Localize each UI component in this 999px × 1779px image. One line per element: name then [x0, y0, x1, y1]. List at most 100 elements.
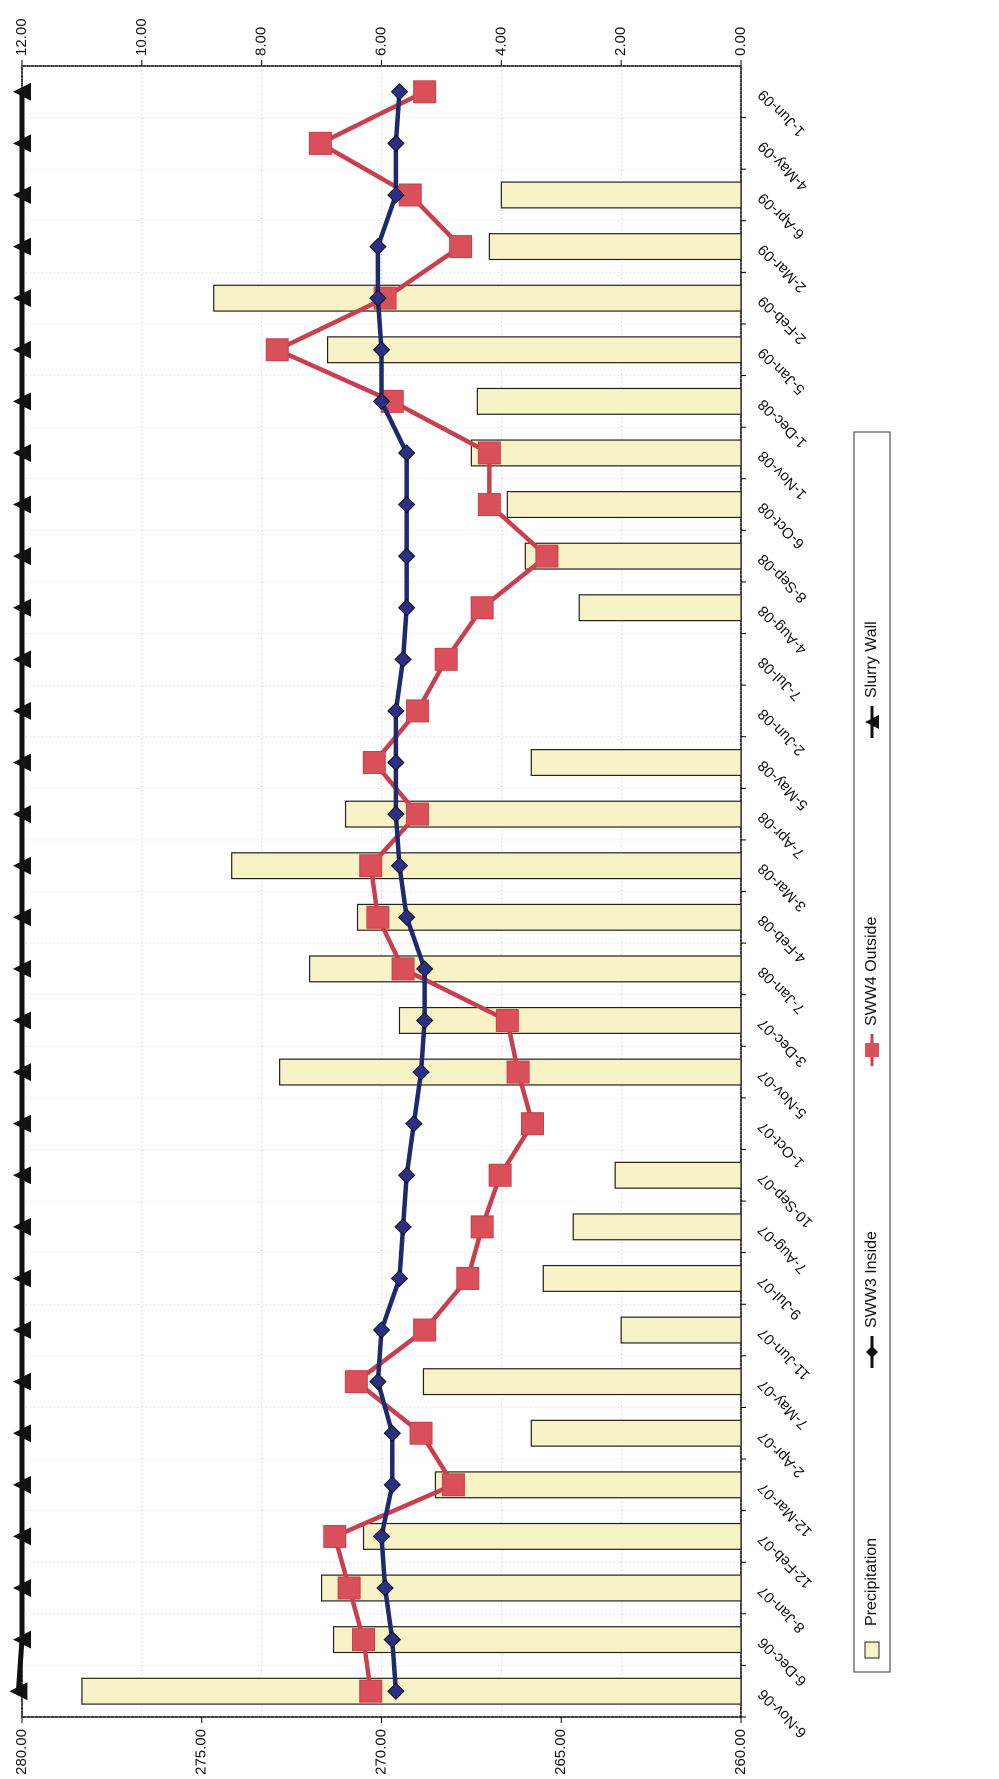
slurry-wall-point — [13, 1269, 31, 1288]
slurry-wall-point — [13, 1372, 31, 1391]
category-label: 2-Jun-08 — [755, 705, 809, 759]
category-label: 2-Apr-07 — [755, 1428, 808, 1481]
sww3-inside-point — [397, 908, 416, 927]
category-label: 1-Oct-07 — [755, 1118, 808, 1171]
precipitation-bar — [434, 1471, 742, 1499]
slurry-wall-point — [13, 340, 31, 359]
slurry-wall-point — [13, 959, 31, 978]
sww3-inside-point — [387, 134, 405, 153]
sww4-outside-point — [477, 493, 501, 517]
category-label: 2-Mar-09 — [755, 241, 810, 296]
sww3-inside-point — [372, 1321, 391, 1339]
legend-label: SWW4 Outside — [863, 917, 880, 1026]
slurry-wall-point — [13, 1475, 31, 1494]
precipitation-bar — [530, 1419, 742, 1447]
sww3-inside-point — [397, 1166, 416, 1184]
right-axis-tick-label: 0.00 — [732, 27, 749, 56]
sww4-outside-point — [405, 699, 429, 723]
legend-entry: SWW4 Outside — [863, 917, 880, 1066]
slurry-wall-point — [13, 1217, 31, 1236]
slurry-wall-point — [9, 1682, 28, 1701]
precipitation-bar — [344, 800, 742, 828]
precipitation-bar — [332, 1626, 742, 1654]
slurry-wall-point — [13, 1321, 31, 1340]
precipitation-bar — [362, 1522, 742, 1550]
sww3-inside-point — [390, 1269, 409, 1288]
right-axis-tick-label: 2.00 — [612, 27, 629, 56]
right-axis-tick-label: 6.00 — [372, 27, 389, 56]
sww3-inside-point — [383, 1630, 401, 1649]
precipitation-bar — [231, 852, 742, 880]
category-label: 8-Sep-08 — [755, 551, 811, 607]
sww3-inside-point — [387, 702, 405, 720]
right-axis-tick-label: 8.00 — [253, 27, 270, 56]
sww4-outside-point — [477, 441, 501, 465]
slurry-wall-point — [13, 908, 31, 927]
precipitation-bar — [542, 1264, 742, 1292]
left-axis-tick-label: 260.00 — [732, 1729, 749, 1775]
sww4-outside-point — [359, 1679, 383, 1703]
precipitation-bar — [398, 1006, 742, 1034]
left-axis-tick-label: 270.00 — [372, 1729, 389, 1775]
precipitation-bar — [530, 749, 742, 777]
category-label: 12-Mar-07 — [755, 1479, 816, 1540]
precipitation-bar — [476, 387, 742, 415]
sww3-inside-point — [394, 1218, 412, 1236]
slurry-wall-point — [13, 289, 31, 308]
sww4-outside-point — [456, 1266, 480, 1290]
slurry-wall-point — [13, 1424, 31, 1443]
legend-marker — [865, 715, 879, 729]
legend-entry: SWW3 Inside — [863, 1231, 880, 1368]
precipitation-bar — [470, 439, 742, 467]
sww4-outside-point — [323, 1524, 347, 1548]
sww4-outside-point — [449, 235, 473, 259]
slurry-wall-point — [13, 598, 31, 617]
legend-label: SWW3 Inside — [863, 1231, 880, 1328]
slurry-wall-point — [13, 82, 31, 101]
sww3-inside-point — [394, 650, 412, 669]
slurry-wall-point — [13, 392, 31, 411]
sww3-inside-point — [369, 1372, 387, 1391]
precipitation-bar — [572, 1213, 742, 1241]
slurry-wall-point — [13, 1166, 31, 1185]
right-axis-tick-label: 12.00 — [13, 18, 30, 56]
precipitation-bar — [500, 181, 742, 209]
category-label: 1-Dec-08 — [755, 396, 811, 452]
category-label: 5-May-08 — [755, 757, 812, 814]
sww3-inside-point — [383, 1476, 401, 1494]
slurry-wall-point — [13, 753, 31, 772]
slurry-wall-line — [15, 91, 25, 1692]
category-label: 6-Oct-08 — [755, 499, 808, 552]
legend-swatch — [864, 1641, 880, 1659]
category-label: 10-Sep-07 — [755, 1170, 817, 1232]
category-label: 4-Feb-08 — [755, 912, 810, 967]
category-label: 7-Jul-08 — [755, 654, 805, 704]
category-label: 11-Jun-07 — [755, 1324, 814, 1383]
sww3-inside-point — [412, 1063, 430, 1081]
slurry-wall-point — [13, 495, 31, 514]
precipitation-bar — [488, 233, 742, 261]
sww3-inside-point — [387, 186, 405, 204]
category-label: 2-Feb-09 — [755, 293, 810, 348]
sww3-inside-point — [372, 341, 391, 359]
precipitation-bar — [506, 491, 742, 519]
precipitation-bar — [422, 1368, 742, 1396]
category-label: 1-Jun-09 — [755, 86, 809, 140]
legend-label: Precipitation — [863, 1538, 880, 1626]
precipitation-bar — [81, 1677, 742, 1705]
category-label: 8-Jan-07 — [755, 1582, 809, 1636]
sww3-inside-point — [397, 547, 416, 565]
category-label: 6-Dec-06 — [755, 1634, 811, 1690]
sww3-inside-point — [387, 805, 405, 823]
slurry-wall-point — [13, 134, 31, 153]
sww3-inside-point — [369, 289, 387, 307]
category-label: 9-Jul-07 — [755, 1273, 805, 1323]
sww4-outside-point — [470, 1215, 494, 1239]
sww4-outside-point — [535, 544, 559, 568]
category-label: 3-Dec-07 — [755, 1015, 811, 1071]
sww4-outside-point — [265, 338, 289, 362]
sww3-inside-point — [390, 856, 409, 875]
category-label: 1-Nov-08 — [755, 447, 811, 503]
category-label: 5-Jan-09 — [755, 344, 809, 398]
